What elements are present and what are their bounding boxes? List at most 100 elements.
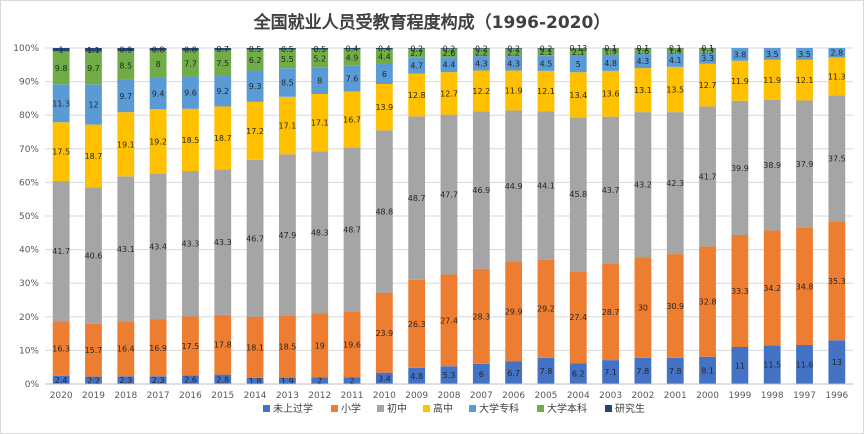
data-label: 0.2: [475, 44, 488, 53]
bar-segment: [117, 79, 135, 113]
data-label: 2: [317, 377, 322, 386]
bar-segment: [117, 51, 135, 80]
bar-segment: [472, 268, 490, 364]
bar-segment: [214, 106, 232, 170]
bar-segment: [214, 314, 232, 375]
data-label: 2.1: [540, 48, 553, 57]
y-tick-label: 10%: [19, 346, 39, 356]
bar-segment: [666, 254, 684, 358]
bar-segment: [634, 257, 652, 358]
bar-segment: [182, 50, 199, 77]
y-tick-label: 70%: [19, 145, 39, 155]
x-tick-label: 2010: [373, 391, 396, 401]
bar-segment: [699, 48, 716, 53]
data-label: 8.5: [119, 61, 132, 70]
x-tick-label: 2014: [244, 391, 267, 401]
data-label: 43.2: [634, 181, 652, 190]
bar-segment: [666, 48, 684, 54]
data-label: 4.9: [346, 54, 359, 63]
bar-segment: [634, 68, 652, 113]
data-label: 0.2: [410, 44, 423, 53]
bar-segment: [537, 111, 555, 260]
bar-segment: [408, 367, 426, 384]
bar-segment: [278, 315, 296, 378]
bar-segment: [828, 221, 846, 341]
legend-label: 小学: [341, 402, 361, 415]
y-tick-label: 80%: [19, 111, 39, 121]
data-label: 18.7: [214, 134, 232, 143]
data-label: 48.7: [408, 194, 426, 203]
data-label: 19.1: [117, 140, 135, 149]
bar-segment: [85, 187, 102, 324]
bar-segment: [472, 48, 490, 49]
data-label: 0.5: [313, 45, 326, 54]
data-label: 3.5: [766, 50, 779, 59]
data-label: 13: [832, 358, 842, 367]
data-label: 15.7: [85, 346, 103, 355]
data-label: 2.3: [119, 376, 132, 385]
bar-segment: [828, 95, 846, 222]
bar-segment: [505, 261, 523, 362]
x-tick-label: 2000: [696, 391, 719, 401]
data-label: 47.7: [440, 191, 458, 200]
data-label: 35.3: [828, 277, 846, 286]
data-label: 19.2: [149, 137, 167, 146]
legend-label: 初中: [387, 402, 407, 415]
data-label: 1.3: [701, 47, 714, 56]
data-label: 44.1: [537, 182, 555, 191]
bar-segment: [602, 54, 620, 71]
bar-segment: [311, 67, 329, 94]
legend-label: 未上过学: [273, 402, 313, 415]
data-label: 0.1: [604, 44, 617, 53]
data-label: 3.3: [701, 54, 714, 63]
bar-segment: [796, 59, 813, 101]
x-tick-label: 2006: [502, 391, 525, 401]
data-label: 0.8: [152, 45, 165, 54]
bar-segment: [602, 360, 620, 384]
x-tick-label: 2005: [535, 391, 558, 401]
bar-segment: [182, 170, 199, 317]
data-label: 29.9: [505, 307, 523, 316]
bar-segment: [343, 49, 361, 66]
data-label: 1.6: [637, 47, 650, 56]
x-tick-label: 2020: [50, 391, 73, 401]
data-label: 13.9: [375, 103, 393, 112]
data-label: 11.3: [828, 72, 846, 81]
data-label: 3.4: [378, 374, 391, 383]
bar-segment: [731, 60, 749, 101]
bar-segment: [343, 311, 361, 378]
bar-segment: [731, 235, 749, 348]
bar-segment: [472, 56, 490, 71]
data-label: 34.8: [796, 282, 814, 291]
data-label: 1.1: [87, 46, 100, 55]
bar-segment: [375, 372, 393, 384]
data-label: 33.3: [731, 287, 749, 296]
data-label: 46.9: [472, 186, 490, 195]
bar-segment: [440, 366, 458, 384]
bar-segment: [537, 259, 555, 358]
data-label: 0.2: [507, 44, 520, 53]
data-label: 2.3: [152, 376, 165, 385]
bar-segment: [666, 112, 684, 255]
legend-label: 大学本科: [547, 402, 587, 415]
data-label: 3.5: [798, 50, 811, 59]
x-tick-label: 2009: [405, 391, 428, 401]
data-label: 0.4: [346, 45, 359, 54]
bar-segment: [246, 49, 264, 71]
bar-segment: [537, 48, 555, 49]
data-label: 1.8: [249, 377, 262, 386]
bar-segment: [214, 374, 232, 384]
data-label: 0.7: [216, 45, 229, 54]
bar-segment: [666, 66, 684, 113]
data-label: 12.7: [699, 81, 717, 90]
bar-segment: [214, 50, 232, 76]
bar-segment: [828, 57, 846, 96]
data-label: 8.5: [281, 78, 294, 87]
bar-segment: [85, 51, 102, 85]
bar-segment: [569, 55, 587, 73]
bar-segment: [149, 50, 167, 78]
data-label: 48.3: [311, 228, 329, 237]
bar-segment: [634, 53, 652, 69]
data-label: 43.1: [117, 245, 135, 254]
data-label: 17.1: [278, 122, 296, 131]
